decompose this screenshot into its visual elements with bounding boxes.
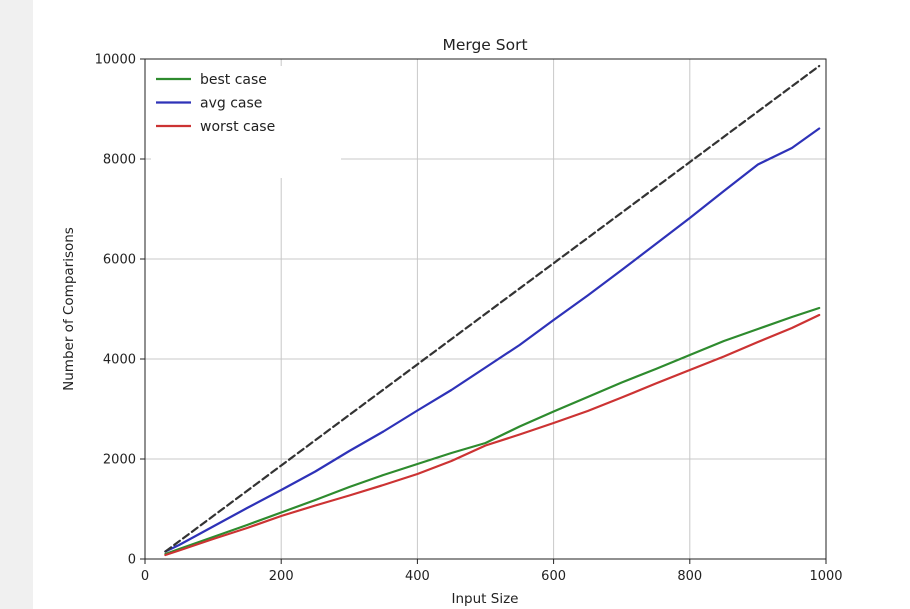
legend-label: best case [200,72,267,88]
x-tick-group: 0 200 400 600 800 1000 [141,559,843,584]
grid-lines [144,58,827,560]
series-line-best-case [164,306,821,556]
merge-sort-chart: 0 200 400 600 800 1000 0 2000 4000 6000 8000 10000… [61,36,843,607]
chart-title: Merge Sort [442,36,527,54]
plot-frame [144,58,827,560]
x-tick-label: 400 [405,569,430,584]
y-tick-label: 0 [128,553,136,568]
y-tick-label: 10000 [95,53,136,68]
reference-dashed-line [164,64,821,553]
y-tick-label: 2000 [103,453,136,468]
y-tick-label: 4000 [103,353,136,368]
y-axis-label: Number of Comparisons [61,227,77,391]
x-tick-label: 600 [541,569,566,584]
legend-box [151,66,341,178]
series-line-avg-case [164,127,821,553]
series-group [164,64,821,557]
x-tick-label: 1000 [809,569,842,584]
x-tick-label: 800 [677,569,702,584]
chart-figure: 0 200 400 600 800 1000 0 2000 4000 6000 8000 10000… [33,0,910,609]
x-tick-label: 0 [141,569,149,584]
y-tick-label: 8000 [103,153,136,168]
x-axis-label: Input Size [452,591,519,607]
y-tick-group: 0 2000 4000 6000 8000 10000 [95,53,145,568]
legend-label: avg case [200,96,262,112]
series-line-worst-case [164,313,821,557]
x-tick-label: 200 [269,569,294,584]
legend-label: worst case [200,119,275,135]
legend: best case avg case worst case [151,66,341,178]
y-tick-label: 6000 [103,253,136,268]
